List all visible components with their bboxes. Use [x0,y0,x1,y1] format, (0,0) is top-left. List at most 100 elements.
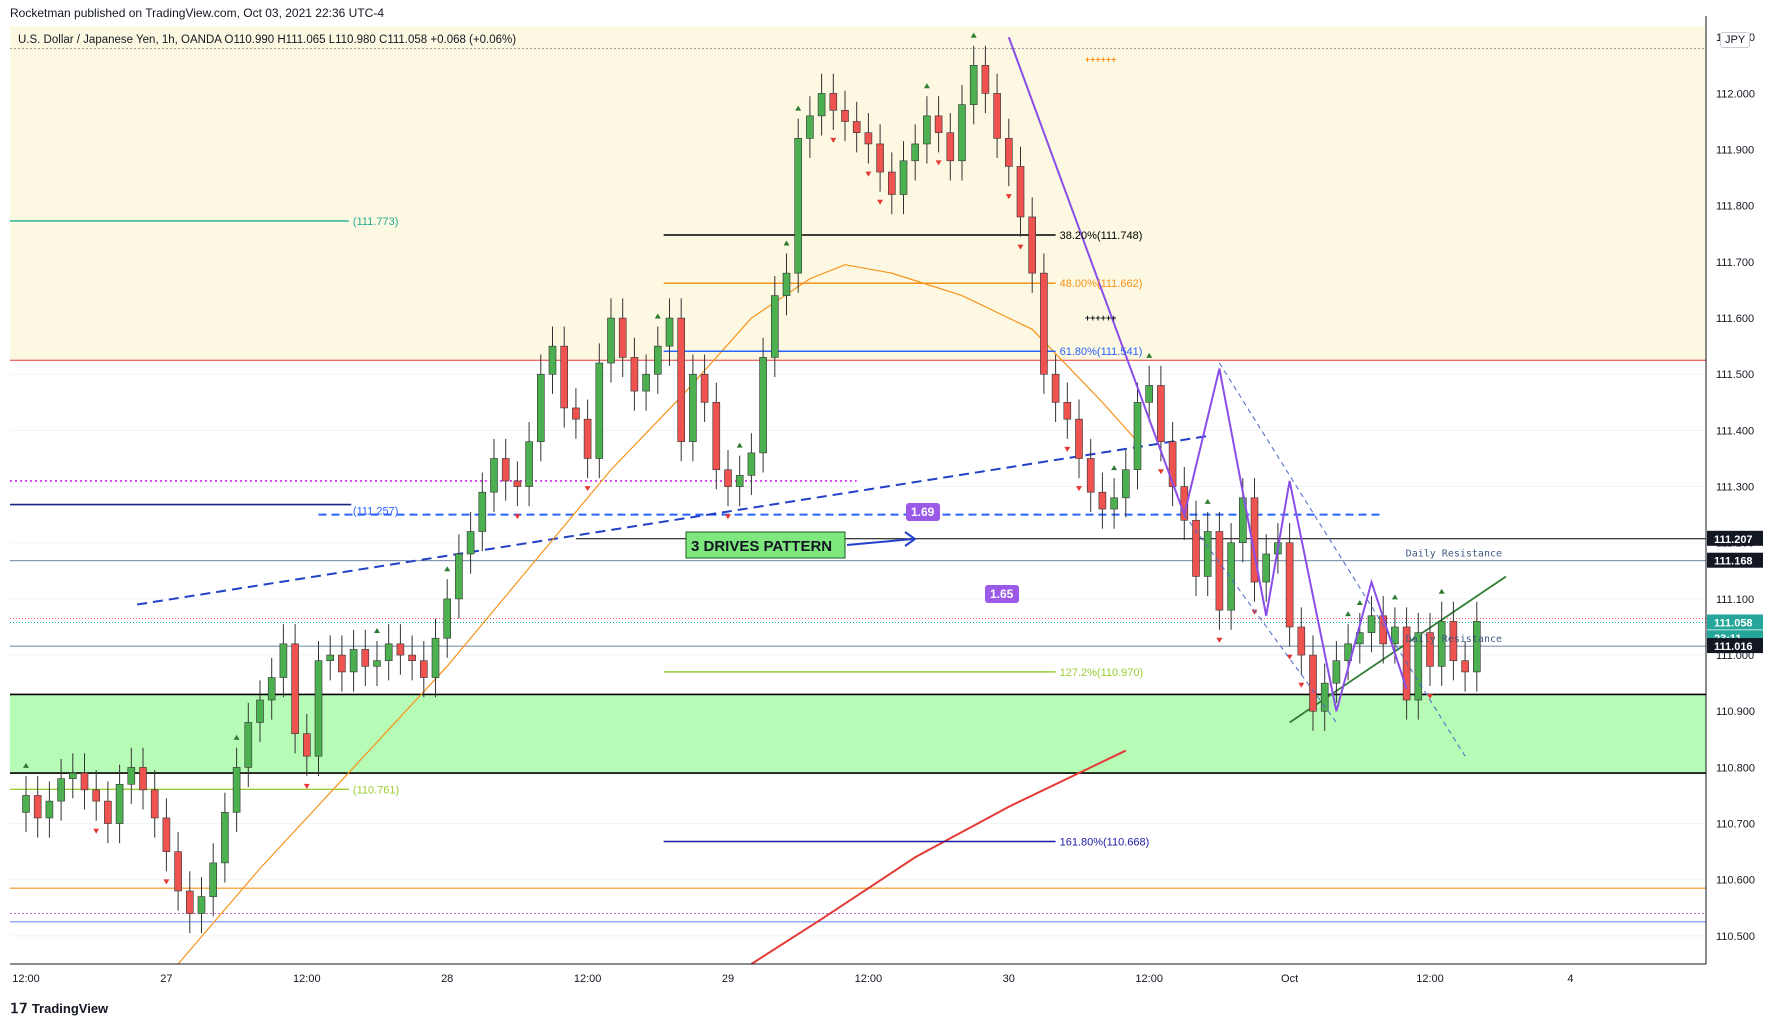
plus-marks-orange: ++++++ [1085,55,1117,65]
candle-up [490,458,498,493]
candle-up [911,143,920,162]
price-tick-label: 110.800 [1716,762,1755,774]
time-tick-label: 12:00 [1416,973,1444,985]
candle-up [1332,660,1341,684]
fractal-down-marker [163,879,170,885]
candle-up [69,772,77,779]
candle-down [186,890,194,914]
candle-down [139,767,147,791]
fractal-down-marker [1157,469,1164,475]
candle-up [958,104,966,162]
candle-down [630,357,639,392]
drive-ratio-badge [906,503,940,521]
symbol-info: U.S. Dollar / Japanese Yen, 1h, OANDA O1… [18,34,516,46]
candle-down [150,789,159,819]
candle-down [302,733,311,757]
candle-up [256,699,264,723]
time-tick-label: 4 [1567,973,1573,985]
candle-down [934,115,943,134]
candle-down [92,789,100,802]
candle-down [829,93,838,111]
candle-up [806,115,814,139]
fractal-down-marker [93,828,100,834]
pattern-arrow-head [904,531,917,547]
candle-up [197,896,206,914]
candle-down [572,407,580,420]
fractal-up-marker [795,105,802,111]
daily-resistance-label: Daily Resistance [1406,634,1502,645]
daily-resistance-label: Daily Resistance [1406,549,1502,560]
fib-label: 127.2%(110.970) [1060,667,1144,679]
candle-up [536,373,545,442]
candle-down [361,649,370,667]
price-tick-label: 111.800 [1716,201,1754,213]
candle-up [969,65,978,105]
price-tick-label: 111.700 [1716,257,1754,269]
fractal-down-marker [1064,446,1071,452]
fractal-down-marker [1216,637,1223,643]
candle-down [1098,491,1107,510]
candle-down [501,458,510,482]
fib-label: 161.80%(110.668) [1060,837,1150,849]
candle-up [57,778,65,802]
candle-up [455,553,463,600]
level-label: (110.761) [353,784,399,796]
candle-up [1122,469,1130,499]
candle-up [314,660,323,757]
candle-down [1461,660,1469,673]
currency-badge[interactable]: JPY [1720,32,1751,48]
price-tick-label: 110.600 [1716,875,1755,887]
price-tick-label: 111.500 [1716,369,1754,381]
level-label: (111.773) [353,216,398,228]
candle-up [466,531,475,555]
candle-down [618,317,627,358]
candle-down [677,317,686,442]
price-axis-bg [1706,0,1770,964]
drive-ratio-badge [985,585,1019,603]
fractal-up-marker [374,628,380,634]
candle-up [735,475,744,487]
tradingview-logo[interactable]: 𝟣𝟩 TradingView [10,1000,108,1017]
orange-moving-average [177,264,1138,965]
candle-down [174,851,182,892]
candle-down [864,132,873,145]
candle-down [33,795,42,819]
candle-up [1320,682,1329,712]
candle-down [993,93,1001,139]
candle-down [1016,166,1025,218]
candle-up [1473,621,1481,673]
candle-down [1040,272,1048,375]
candle-up [595,362,604,459]
fib-label: 61.80%(111.541) [1060,346,1143,358]
candle-down [981,65,990,94]
candle-down [700,373,709,403]
candle-up [1391,626,1399,645]
candle-down [841,109,849,122]
candle-down [513,480,522,487]
fractal-down-marker [935,160,942,166]
candle-up [525,441,533,487]
time-tick-label: 12:00 [855,973,883,985]
candle-up [431,637,440,678]
candle-up [443,598,452,639]
candle-up [1145,385,1153,403]
candle-up [1367,615,1376,633]
candle-down [291,643,299,735]
blue-dashed-trendline [136,435,1208,606]
time-tick-label: 30 [1003,973,1015,985]
time-tick-label: 12:00 [1135,973,1163,985]
time-tick-label: 12:00 [574,973,602,985]
candle-down [560,345,569,409]
price-tick-label: 110.500 [1716,931,1755,943]
candle-up [653,345,662,375]
candle-down [1449,621,1458,661]
candle-down [852,121,861,134]
price-tag-label: 111.168 [1714,556,1753,568]
fractal-down-marker [1427,693,1433,699]
time-tick-label: 12:00 [12,973,40,985]
candle-down [724,469,732,487]
candle-up [115,783,124,824]
candle-down [1075,418,1083,459]
price-tag [1707,614,1763,630]
